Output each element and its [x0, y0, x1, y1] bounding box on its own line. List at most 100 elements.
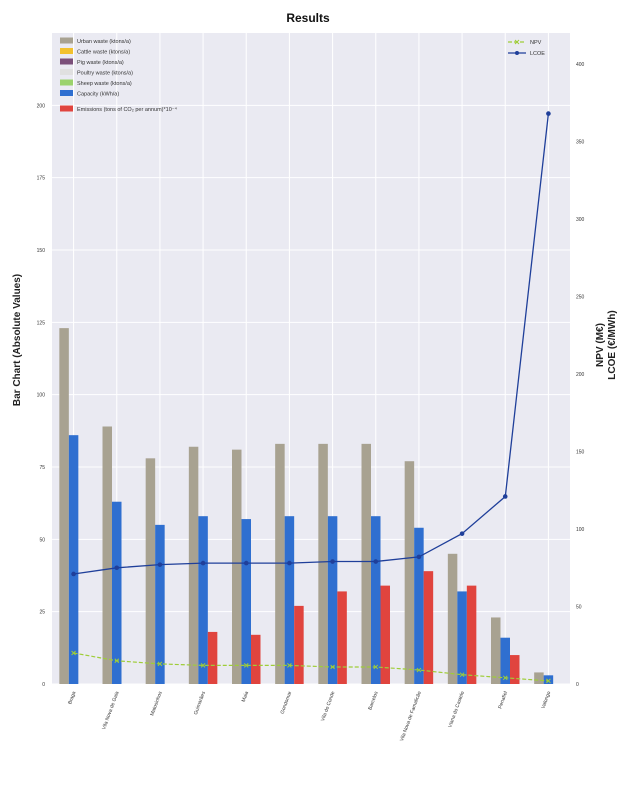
line-0 — [73, 652, 549, 682]
legend-swatch-0 — [60, 37, 73, 44]
x-category-label: Maia — [241, 690, 250, 702]
x-category-label: Vila Nova de Gaia — [101, 690, 120, 730]
line-point-0-9 — [459, 672, 465, 678]
legend-label-5: Capacity (kWh/a) — [77, 92, 119, 98]
bar-6-5 — [294, 605, 304, 684]
x-category-label: Guimarães — [193, 690, 207, 716]
bar-0-0 — [59, 328, 69, 684]
bar-5-2 — [155, 524, 165, 684]
bar-6-8 — [423, 571, 434, 684]
bar-0-1 — [102, 426, 112, 684]
legend-swatch-5 — [60, 90, 73, 96]
line-1 — [73, 113, 550, 575]
bar-5-4 — [241, 519, 251, 684]
legend-swatch-6 — [60, 105, 73, 112]
chart-title: Results — [286, 11, 330, 25]
y-right-tick-label: 300 — [576, 217, 585, 223]
line-point-1-0 — [71, 571, 76, 577]
y-axis-left-title: Bar Chart (Absolute Values) — [12, 274, 23, 406]
legend-label-4: Sheep waste (ktons/a) — [77, 81, 132, 87]
y-left-tick-label: 100 — [37, 393, 46, 399]
bar-5-6 — [327, 516, 338, 684]
legend-marker-0 — [514, 39, 520, 45]
line-point-1-8 — [416, 554, 422, 560]
legend-swatch-2 — [60, 58, 73, 65]
line-point-0-3 — [200, 663, 206, 668]
bar-5-7 — [371, 516, 381, 684]
line-point-0-0 — [71, 650, 76, 656]
y-right-tick-label: 250 — [576, 295, 585, 301]
bar-5-10 — [500, 637, 510, 684]
bar-0-8 — [404, 461, 415, 684]
y-right-tick-label: 350 — [576, 140, 585, 146]
bar-0-5 — [275, 443, 285, 684]
line-point-1-10 — [502, 494, 508, 499]
x-category-label: Viana do Castelo — [447, 690, 466, 728]
line-point-1-4 — [243, 560, 249, 566]
x-category-label: Valongo — [541, 690, 553, 709]
bar-0-9 — [447, 553, 458, 684]
bar-0-10 — [491, 617, 501, 684]
x-category-label: Braga — [67, 690, 77, 705]
bar-6-7 — [380, 585, 390, 684]
line-point-0-5 — [287, 663, 292, 668]
bar-0-7 — [361, 443, 371, 684]
y-left-tick-label: 75 — [39, 465, 45, 471]
bar-0-2 — [145, 458, 156, 684]
line-point-0-7 — [373, 664, 379, 670]
x-category-label: Vila do Conde — [320, 690, 336, 722]
y-axis-right-title-npv: NPV (M€) — [595, 323, 606, 367]
line-point-1-7 — [373, 559, 379, 564]
bar-6-4 — [251, 634, 261, 684]
line-point-1-6 — [330, 559, 335, 564]
legend-line-label-0: NPV — [530, 40, 542, 46]
legend-line-label-1: LCOE — [530, 51, 545, 57]
line-point-1-11 — [546, 111, 551, 116]
y-left-tick-label: 175 — [37, 176, 46, 182]
line-point-1-1 — [114, 565, 120, 571]
y-right-tick-label: 0 — [576, 682, 579, 688]
y-right-tick-label: 200 — [576, 372, 585, 378]
plot-area — [52, 33, 570, 685]
y-left-tick-label: 200 — [37, 103, 46, 109]
line-point-0-8 — [416, 667, 422, 673]
line-point-0-10 — [502, 675, 508, 681]
bar-5-8 — [414, 527, 424, 684]
y-left-tick-label: 125 — [37, 320, 46, 326]
x-category-label: Gondomar — [280, 690, 294, 715]
line-point-0-4 — [243, 663, 249, 668]
legend-label-2: Pig waste (ktons/a) — [77, 60, 124, 66]
line-point-1-9 — [459, 531, 465, 536]
x-category-label: Matosinhos — [149, 690, 164, 717]
line-point-1-3 — [200, 560, 206, 566]
x-category-label: Vila Nova de Famalicão — [399, 690, 423, 742]
y-right-tick-label: 400 — [576, 62, 585, 68]
bar-6-10 — [510, 655, 520, 684]
line-point-1-5 — [287, 560, 292, 566]
bar-5-0 — [68, 435, 79, 684]
bar-0-3 — [188, 446, 199, 684]
line-point-1-2 — [157, 562, 163, 567]
bar-6-3 — [207, 631, 218, 684]
y-right-tick-label: 50 — [576, 605, 582, 611]
bar-0-4 — [232, 449, 242, 684]
y-left-tick-label: 0 — [42, 682, 45, 688]
bar-0-6 — [318, 443, 328, 684]
y-right-tick-label: 150 — [576, 450, 585, 456]
line-point-0-1 — [114, 658, 120, 664]
legend-swatch-3 — [60, 69, 73, 75]
y-right-tick-label: 100 — [576, 527, 585, 533]
legend-marker-1 — [515, 51, 519, 55]
y-axis-right-title-lcoe: LCOE (€/MWh) — [607, 310, 618, 379]
x-category-label: Penafiel — [497, 691, 509, 710]
plot-background — [52, 33, 570, 684]
bar-6-9 — [466, 585, 477, 684]
x-category-label: Barcelos — [367, 690, 379, 711]
y-left-tick-label: 50 — [39, 537, 45, 543]
line-point-0-2 — [157, 661, 163, 667]
legend-swatch-4 — [60, 79, 73, 86]
bar-5-11 — [543, 675, 554, 684]
y-left-tick-label: 150 — [37, 248, 46, 254]
